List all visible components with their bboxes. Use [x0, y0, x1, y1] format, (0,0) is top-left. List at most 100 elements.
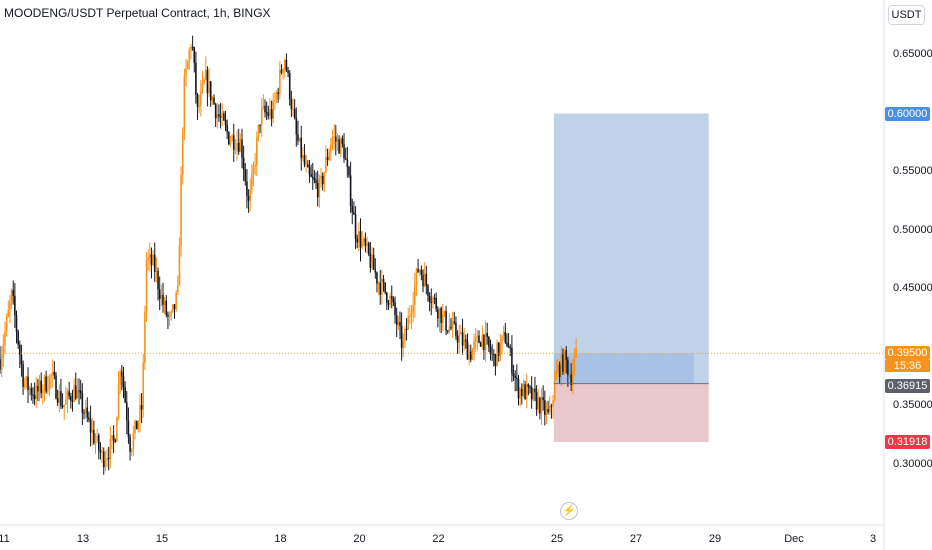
- bullish-candle: [481, 334, 484, 347]
- bearish-candle: [369, 253, 372, 268]
- bearish-candle: [547, 409, 549, 412]
- bullish-candle: [163, 300, 166, 305]
- time-tick-label: 25: [550, 533, 564, 545]
- bullish-candle: [552, 400, 554, 407]
- bullish-candle: [96, 435, 98, 441]
- currency-button[interactable]: USDT: [888, 5, 925, 25]
- bearish-candle: [384, 282, 386, 293]
- bearish-candle: [55, 375, 57, 399]
- bearish-candle: [530, 387, 533, 400]
- bearish-candle: [285, 59, 288, 71]
- bullish-candle: [188, 50, 191, 62]
- bullish-candle: [441, 313, 444, 324]
- bullish-candle: [256, 138, 258, 165]
- price-tick-label: 0.30000: [893, 457, 932, 470]
- bullish-candle: [279, 69, 281, 94]
- bearish-candle: [433, 297, 436, 299]
- bearish-candle: [300, 137, 303, 159]
- bearish-candle: [135, 420, 138, 430]
- bearish-candle: [486, 333, 489, 337]
- bearish-candle: [265, 112, 268, 114]
- bearish-candle: [497, 342, 500, 356]
- bearish-candle: [264, 105, 266, 113]
- bearish-candle: [346, 159, 349, 167]
- bar-countdown: 15:36: [885, 360, 930, 373]
- bullish-candle: [257, 124, 260, 139]
- bullish-candle: [274, 100, 276, 102]
- bearish-candle: [395, 315, 398, 325]
- lightning-icon[interactable]: ⚡: [560, 502, 578, 520]
- bearish-candle: [511, 347, 513, 374]
- bullish-candle: [183, 76, 186, 133]
- bearish-candle: [56, 398, 59, 403]
- bearish-candle: [287, 70, 289, 73]
- open-profit-zone: [553, 353, 694, 384]
- bearish-candle: [417, 268, 419, 272]
- bullish-candle: [175, 292, 177, 310]
- bearish-candle: [124, 387, 126, 403]
- bearish-candle: [15, 315, 18, 332]
- bearish-candle: [428, 296, 431, 302]
- bullish-candle: [181, 132, 184, 175]
- bullish-candle: [501, 335, 503, 343]
- bullish-candle: [568, 374, 571, 376]
- bullish-candle: [23, 383, 26, 388]
- bullish-candle: [178, 246, 181, 286]
- stop-loss-tag: 0.31918: [885, 435, 930, 450]
- bearish-candle: [382, 278, 385, 283]
- bearish-candle: [153, 254, 156, 272]
- bullish-candle: [2, 344, 5, 357]
- bearish-candle: [150, 254, 153, 265]
- bearish-candle: [450, 326, 452, 329]
- bearish-candle: [509, 347, 512, 349]
- bearish-candle: [425, 273, 428, 286]
- bullish-candle: [555, 371, 558, 381]
- bullish-candle: [572, 371, 574, 386]
- price-tick-label: 0.50000: [893, 223, 932, 236]
- bearish-candle: [535, 392, 538, 410]
- bearish-candle: [267, 112, 270, 116]
- bearish-candle: [193, 47, 196, 63]
- bearish-candle: [93, 429, 95, 444]
- bearish-candle: [30, 388, 33, 395]
- bullish-candle: [272, 101, 275, 119]
- bullish-candle: [381, 278, 383, 295]
- bullish-candle: [397, 321, 400, 325]
- bullish-candle: [0, 356, 3, 370]
- bearish-candle: [53, 371, 56, 376]
- bearish-candle: [88, 417, 90, 420]
- bearish-candle: [430, 301, 433, 303]
- bearish-candle: [570, 374, 572, 386]
- bearish-candle: [140, 405, 143, 410]
- bullish-candle: [137, 421, 140, 430]
- bearish-candle: [303, 154, 306, 165]
- bullish-candle: [283, 59, 286, 69]
- bullish-candle: [84, 407, 87, 414]
- time-tick-label: 29: [708, 533, 722, 545]
- price-tick-label: 0.65000: [893, 48, 932, 60]
- bearish-candle: [14, 295, 16, 316]
- bullish-candle: [201, 82, 204, 92]
- bearish-candle: [529, 386, 531, 388]
- bullish-candle: [58, 391, 61, 403]
- bearish-candle: [524, 384, 526, 400]
- bullish-candle: [106, 457, 108, 462]
- bullish-candle: [142, 363, 145, 410]
- bearish-candle: [280, 69, 283, 73]
- bearish-candle: [247, 196, 250, 201]
- bullish-candle: [168, 316, 171, 318]
- bullish-candle: [560, 354, 563, 378]
- bullish-candle: [361, 241, 363, 248]
- bearish-candle: [311, 176, 314, 179]
- bearish-candle: [478, 335, 480, 343]
- bullish-candle: [468, 351, 470, 360]
- bearish-candle: [453, 321, 456, 323]
- bullish-candle: [221, 113, 224, 118]
- bearish-candle: [466, 341, 469, 360]
- bullish-candle: [320, 175, 322, 179]
- bearish-candle: [483, 334, 485, 351]
- bearish-candle: [567, 360, 569, 376]
- bearish-candle: [259, 124, 261, 126]
- bearish-candle: [392, 298, 395, 303]
